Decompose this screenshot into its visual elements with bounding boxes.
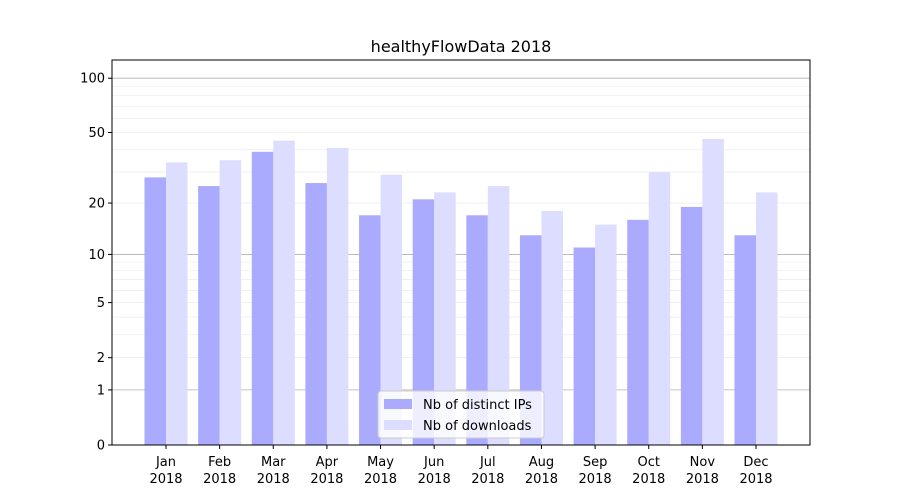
x-tick-label-year: 2018 [525,472,558,487]
bar-downloads [380,174,403,445]
y-axis: 0 1 2 5 10 20 50 100 [80,72,112,454]
x-tick-label-year: 2018 [739,472,772,487]
x-tick-label-year: 2018 [310,472,343,487]
x-tick-label-year: 2018 [203,472,236,487]
bar-downloads [648,172,671,445]
legend-swatch-ips [384,399,412,409]
x-tick-label-year: 2018 [257,472,290,487]
y-tick-label: 5 [97,296,105,311]
legend-label-downloads: Nb of downloads [423,419,532,434]
bar-downloads [166,162,188,445]
y-tick-label: 1 [97,383,105,398]
bar-downloads [273,140,295,445]
bar-downloads [595,224,617,445]
bar-distinct-ips [251,151,274,445]
chart-title: healthyFlowData 2018 [371,37,552,56]
bar-distinct-ips [680,206,703,445]
y-tick-label: 100 [80,72,105,87]
x-tick-label-month: May [367,455,394,470]
x-tick-label-year: 2018 [579,472,612,487]
y-tick-label: 50 [88,126,105,141]
bar-distinct-ips [144,177,166,445]
bar-distinct-ips [305,183,327,445]
x-tick-label-month: Apr [316,455,339,470]
x-tick-label-year: 2018 [149,472,182,487]
bar-downloads [541,210,563,445]
bar-distinct-ips [359,215,381,445]
bar-distinct-ips [198,186,220,445]
x-tick-label-month: Feb [208,455,231,470]
x-tick-label-month: Mar [261,455,286,470]
x-tick-label-month: Sep [583,455,608,470]
x-tick-label-month: Nov [690,455,716,470]
legend-box [377,390,545,439]
x-tick-label-month: Dec [743,455,768,470]
bar-downloads [326,147,349,445]
bar-distinct-ips [734,235,756,445]
x-axis: Jan 2018 Feb 2018 Mar 2018 Apr 2018 May 2018 Jun 20… [149,445,773,487]
axes-frame [111,59,811,446]
x-tick-label-month: Jan [155,455,176,470]
y-tick-label: 20 [88,197,105,212]
legend-label-ips: Nb of distinct IPs [423,398,532,413]
x-tick-label-year: 2018 [686,472,719,487]
x-tick-label-month: Aug [529,455,554,470]
x-tick-label-month: Oct [637,455,659,470]
bar-downloads [756,192,778,445]
bar-downloads [434,192,456,445]
y-tick-label: 2 [97,351,105,366]
legend-swatch-downloads [384,420,412,430]
x-tick-label-year: 2018 [471,472,504,487]
x-tick-label-year: 2018 [632,472,665,487]
bar-downloads [702,139,724,445]
bars [144,139,778,445]
bar-downloads [487,186,510,445]
bar-distinct-ips [412,199,435,445]
legend: Nb of distinct IPs Nb of downloads [377,390,545,439]
x-tick-label-month: Jun [423,455,444,470]
bar-downloads [219,160,242,445]
y-tick-label: 10 [88,248,105,263]
x-tick-label-year: 2018 [418,472,451,487]
bar-distinct-ips [573,247,596,445]
bar-distinct-ips [627,219,649,445]
bar-distinct-ips [466,215,488,445]
x-tick-label-month: Jul [479,455,496,470]
y-tick-label: 0 [97,439,105,454]
x-tick-label-year: 2018 [364,472,397,487]
